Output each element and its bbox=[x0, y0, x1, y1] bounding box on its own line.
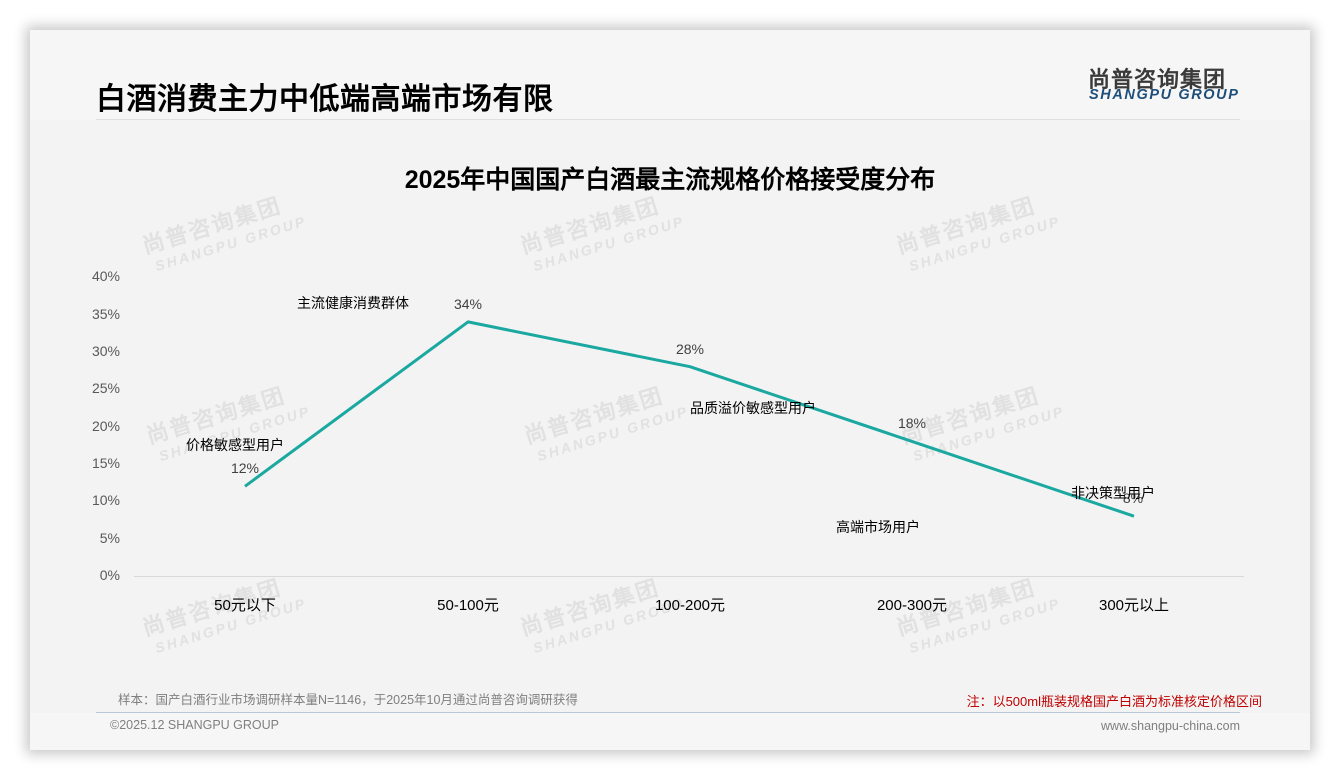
website-link: www.shangpu-china.com bbox=[1101, 719, 1240, 733]
segment-annotation: 非决策型用户 bbox=[1071, 485, 1155, 501]
header-divider bbox=[96, 119, 1240, 120]
logo-en: SHANGPU GROUP bbox=[1089, 87, 1240, 103]
data-label: 8% bbox=[1122, 490, 1144, 506]
x-tick: 50-100元 bbox=[437, 597, 499, 614]
x-tick: 100-200元 bbox=[654, 597, 726, 614]
y-tick: 15% bbox=[91, 455, 120, 471]
x-tick: 50元以下 bbox=[214, 597, 276, 614]
data-label: 28% bbox=[675, 341, 705, 357]
segment-annotation: 品质溢价敏感型用户 bbox=[690, 400, 816, 416]
page-title: 白酒消费主力中低端高端市场有限 bbox=[96, 83, 554, 116]
y-tick: 40% bbox=[91, 268, 120, 284]
data-label: 34% bbox=[453, 296, 483, 312]
x-tick: 300元以上 bbox=[1098, 597, 1170, 614]
y-tick: 0% bbox=[99, 567, 120, 583]
segment-annotation: 高端市场用户 bbox=[836, 519, 920, 535]
y-tick: 10% bbox=[91, 492, 120, 508]
slide: 白酒消费主力中低端高端市场有限 尚普咨询集团 SHANGPU GROUP 尚普咨… bbox=[30, 30, 1310, 750]
y-tick: 5% bbox=[99, 530, 120, 546]
sample-note: 样本：国产白酒行业市场调研样本量N=1146，于2025年10月通过尚普咨询调研… bbox=[118, 693, 578, 707]
footer-band bbox=[30, 713, 1310, 750]
x-axis-line bbox=[134, 576, 1244, 577]
y-tick: 30% bbox=[91, 343, 120, 359]
y-tick: 35% bbox=[91, 306, 120, 322]
line-series bbox=[244, 320, 1135, 518]
footer-divider bbox=[96, 712, 1240, 713]
chart-title: 2025年中国国产白酒最主流规格价格接受度分布 bbox=[404, 166, 936, 194]
header-band bbox=[30, 30, 1310, 120]
logo-cn: 尚普咨询集团 bbox=[1088, 67, 1227, 92]
copyright: ©2025.12 SHANGPU GROUP bbox=[110, 718, 279, 732]
data-label: 12% bbox=[230, 460, 260, 476]
segment-annotation: 价格敏感型用户 bbox=[186, 437, 284, 453]
y-tick: 20% bbox=[91, 418, 120, 434]
price-range-note: 注：以500ml瓶装规格国产白酒为标准核定价格区间 bbox=[966, 694, 1262, 709]
x-tick: 200-300元 bbox=[876, 597, 948, 614]
y-tick: 25% bbox=[91, 380, 120, 396]
segment-annotation: 主流健康消费群体 bbox=[297, 295, 409, 311]
data-label: 18% bbox=[897, 415, 927, 431]
